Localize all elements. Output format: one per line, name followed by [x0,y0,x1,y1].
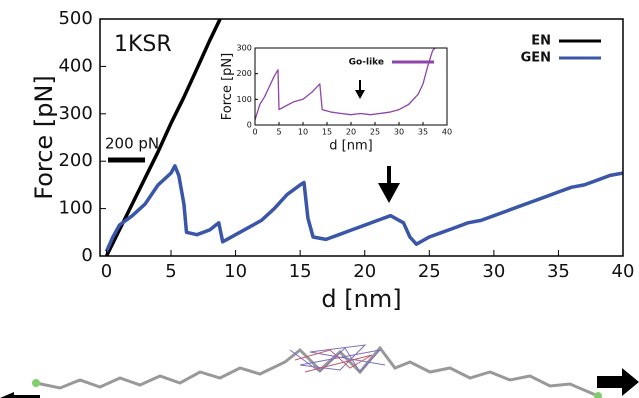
y-tick-label: 300 [58,103,92,124]
x-tick-label: 15 [322,128,332,137]
x-axis-label: d [nm] [321,285,401,313]
x-tick-label: 15 [289,261,312,282]
x-tick-label: 35 [547,261,570,282]
terminal-bead [32,379,40,387]
x-tick-label: 5 [165,261,176,282]
pull-arrow-right [597,368,639,396]
y-tick-label: 300 [237,44,252,53]
x-tick-label: 10 [298,128,308,137]
y-axis-label: Force [pN] [220,53,235,120]
x-tick-label: 0 [252,128,257,137]
pointer-arrow-head [378,183,400,203]
terminal-bead [594,392,602,398]
x-tick-label: 30 [394,128,404,137]
y-tick-label: 500 [58,8,92,29]
y-tick-label: 100 [237,95,252,104]
x-tick-label: 20 [353,261,376,282]
pull-arrow-left [0,392,40,398]
protein-chain [36,348,598,396]
panel-label: 1KSR [114,32,172,57]
x-tick-label: 40 [442,128,452,137]
y-tick-label: 0 [247,121,252,130]
y-tick-label: 200 [58,150,92,171]
y-tick-label: 100 [58,198,92,219]
x-axis-label: d [nm] [329,139,372,154]
molecule [0,345,639,398]
x-tick-label: 5 [276,128,281,137]
data-line [107,166,624,251]
x-tick-label: 0 [101,261,112,282]
y-tick-label: 0 [81,245,92,266]
x-tick-label: 25 [370,128,380,137]
x-tick-label: 40 [612,261,635,282]
legend-label: EN [531,34,551,49]
x-tick-label: 35 [418,128,428,137]
y-tick-label: 400 [58,55,92,76]
y-tick-label: 200 [237,69,252,78]
x-tick-label: 25 [418,261,441,282]
legend-label: GEN [521,51,551,66]
y-axis-label: Force [pN] [30,75,58,199]
scale-annotation: 200 pN [105,135,159,153]
x-tick-label: 20 [346,128,356,137]
figure: 05101520253035400100200300400500d [nm]Fo… [0,0,639,398]
x-tick-label: 30 [482,261,505,282]
legend-label: Go-like [349,58,384,68]
x-tick-label: 10 [224,261,247,282]
